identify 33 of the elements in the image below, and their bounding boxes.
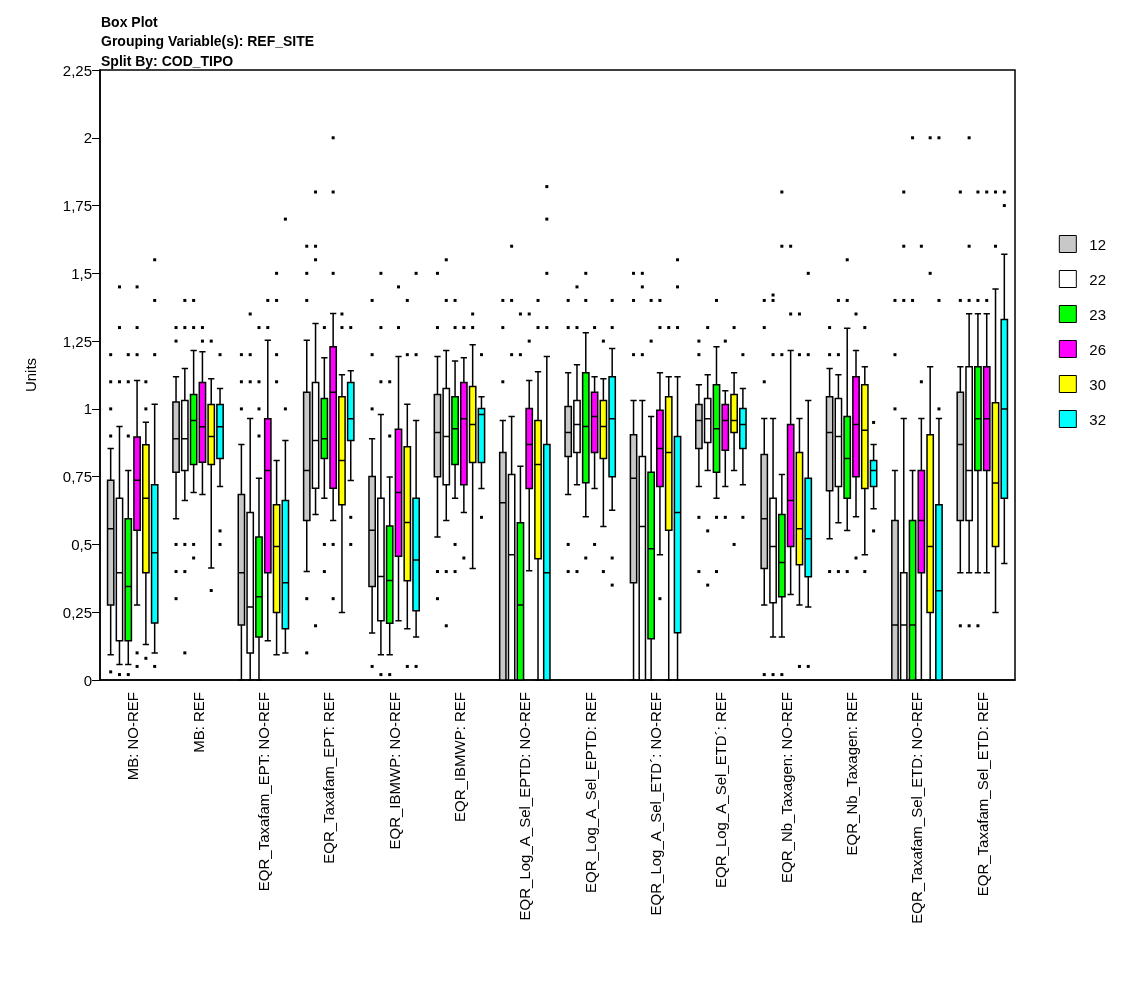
x-tick-label: MB: NO-REF — [124, 692, 142, 781]
x-tick-label: EQR_Nb_Taxagen: NO-REF — [777, 692, 795, 883]
y-tick-label: 0,5 — [71, 535, 92, 553]
x-tick-label: EQR_Log_A_Sel_EPTD: NO-REF — [516, 692, 534, 921]
legend-label: 22 — [1089, 270, 1106, 288]
x-tick-label: MB: REF — [189, 692, 207, 753]
x-tick-label: EQR_IBMWP: REF — [450, 692, 468, 823]
x-tick-label: EQR_Taxafam_EPT: NO-REF — [254, 692, 272, 892]
y-tick-label: 0,25 — [62, 603, 92, 621]
legend-label: 23 — [1089, 305, 1106, 323]
chart-subtitle: Grouping Variable(s): REF_SITE Split By: COD_TIPO — [101, 33, 315, 69]
x-tick-label: EQR_Log_A_Sel_ETD´: NO-REF — [647, 692, 665, 916]
y-tick-label: 2,25 — [62, 61, 92, 79]
y-tick-label: 2 — [83, 129, 92, 147]
y-tick-label: 0,75 — [62, 468, 92, 486]
y-axis-title: Units — [22, 357, 39, 393]
y-tick-label: 1 — [83, 400, 92, 418]
x-tick-label: EQR_Taxafam_EPT: REF — [320, 692, 338, 864]
legend-label: 26 — [1089, 340, 1106, 358]
legend-label: 32 — [1089, 410, 1106, 428]
x-tick-label: EQR_IBMWP: NO-REF — [385, 692, 403, 850]
x-tick-label: EQR_Taxafam_Sel_ETD: NO-REF — [908, 692, 926, 924]
chart-title: Box Plot — [101, 14, 159, 30]
y-tick-label: 1,5 — [71, 264, 92, 282]
x-tick-label: EQR_Taxafam_Sel_ETD: REF — [973, 692, 991, 897]
y-tick-label: 0 — [83, 671, 92, 689]
x-tick-label: EQR_Log_A_Sel_EPTD: REF — [581, 692, 599, 893]
legend-label: 30 — [1089, 375, 1106, 393]
y-tick-label: 1,25 — [62, 332, 92, 350]
x-tick-label: EQR_Nb_Taxagen: REF — [843, 692, 861, 856]
legend-label: 12 — [1089, 235, 1106, 253]
y-tick-label: 1,75 — [62, 197, 92, 215]
x-tick-label: EQR_Log_A_Sel_ETD´: REF — [712, 692, 730, 888]
